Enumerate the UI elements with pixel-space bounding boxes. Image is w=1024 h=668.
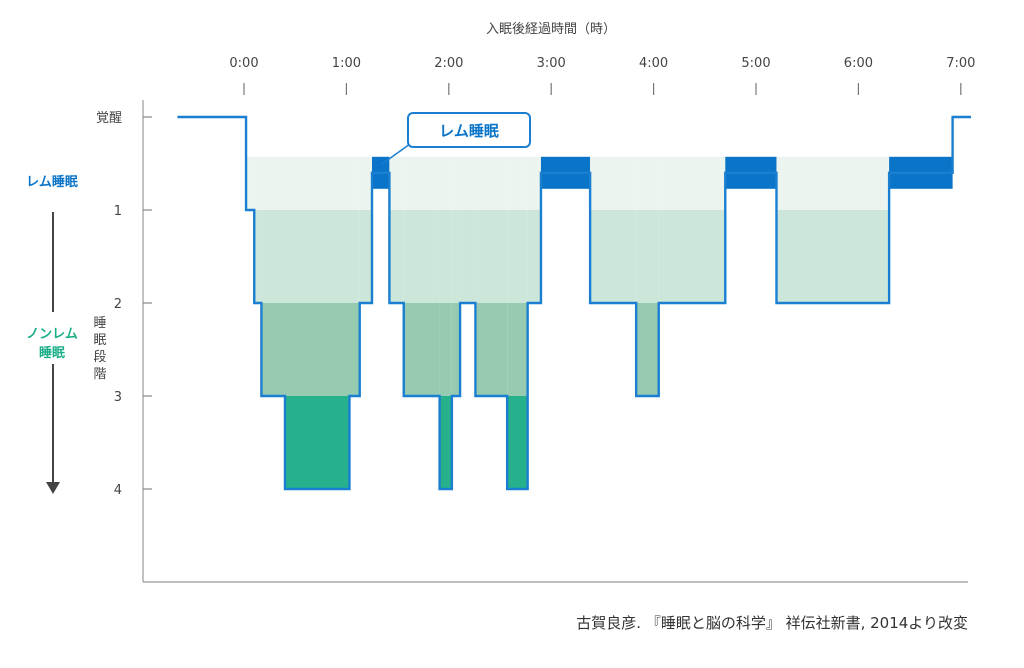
stage-1-band — [246, 156, 255, 210]
stage-1-band — [451, 156, 461, 210]
stage-3-band — [403, 303, 440, 396]
stage-3-band — [475, 303, 508, 396]
stage-1-band — [590, 156, 637, 210]
stage-2-band — [460, 210, 476, 303]
y-axis-title-char: 眠 — [93, 333, 106, 348]
stage-1-band — [527, 156, 541, 210]
x-tick-label: 0:00 — [229, 56, 258, 71]
y-ticks: 覚醒 1 2 3 4 — [96, 111, 152, 498]
stage-3-band — [451, 303, 461, 396]
stage-2-band — [254, 210, 262, 303]
stage-4-band — [284, 396, 350, 489]
y-tick-label: 覚醒 — [96, 111, 122, 126]
stage-1-band — [776, 156, 890, 210]
stage-1-band — [636, 156, 659, 210]
x-ticks: 0:00 1:00 2:00 3:00 4:00 5:00 6:00 7:00 — [229, 56, 975, 95]
stage-1-band — [658, 156, 726, 210]
y-axis-title-char: 階 — [93, 367, 106, 382]
side-label-rem: レム睡眠 — [26, 174, 78, 190]
stage-1-band — [359, 156, 372, 210]
stage-1-band — [403, 156, 440, 210]
x-tick-label: 7:00 — [946, 56, 975, 71]
stage-3-band — [507, 303, 528, 396]
stage-2-band — [451, 210, 461, 303]
callout-box — [407, 112, 531, 148]
stage-3-band — [439, 303, 452, 396]
stage-1-band — [254, 156, 262, 210]
stage-2-band — [475, 210, 508, 303]
y-axis-title-char: 睡 — [93, 316, 106, 331]
y-tick-label: 2 — [114, 297, 122, 312]
stage-bands — [246, 156, 953, 489]
y-axis-title-char: 段 — [93, 350, 106, 365]
y-tick-label: 1 — [114, 204, 122, 219]
y-tick-label: 3 — [114, 390, 122, 405]
stage-4-band — [507, 396, 528, 489]
stage-1-band — [439, 156, 452, 210]
stage-4-band — [439, 396, 452, 489]
axes — [142, 100, 968, 583]
stage-1-band — [389, 156, 404, 210]
stage-2-band — [590, 210, 637, 303]
rem-callout: レム睡眠 — [381, 112, 531, 165]
hypnogram-line — [177, 115, 972, 491]
side-label-nrem-line2: 睡眠 — [39, 345, 65, 361]
stage-2-band — [349, 210, 360, 303]
x-tick-label: 5:00 — [741, 56, 770, 71]
stage-3-band — [261, 303, 285, 396]
stage-1-band — [284, 156, 350, 210]
stage-2-band — [261, 210, 285, 303]
stage-1-band — [349, 156, 360, 210]
x-tick-label: 1:00 — [332, 56, 361, 71]
x-tick-label: 6:00 — [844, 56, 873, 71]
stage-3-band — [636, 303, 659, 396]
stage-3-band — [349, 303, 360, 396]
x-tick-label: 2:00 — [434, 56, 463, 71]
x-tick-label: 4:00 — [639, 56, 668, 71]
stage-1-band — [507, 156, 528, 210]
stage-2-band — [636, 210, 659, 303]
depth-arrow — [46, 212, 60, 494]
y-axis-title: 睡眠段階 — [93, 316, 106, 382]
stage-2-band — [527, 210, 541, 303]
stage-2-band — [284, 210, 350, 303]
stage-1-band — [475, 156, 508, 210]
stage-1-band — [261, 156, 285, 210]
stage-1-band — [460, 156, 476, 210]
stage-2-band — [359, 210, 372, 303]
y-tick-label: 4 — [114, 483, 122, 498]
source-citation: 古賀良彦. 『睡眠と脳の科学』 祥伝社新書, 2014より改変 — [576, 614, 968, 632]
callout-label: レム睡眠 — [439, 122, 499, 140]
x-axis-title: 入眠後経過時間（時） — [486, 22, 616, 37]
stage-2-band — [403, 210, 440, 303]
stage-2-band — [389, 210, 404, 303]
stage-2-band — [507, 210, 528, 303]
side-label-nrem-line1: ノンレム — [26, 327, 78, 342]
stage-2-band — [439, 210, 452, 303]
stage-2-band — [776, 210, 890, 303]
stage-2-band — [658, 210, 726, 303]
callout-leader — [381, 143, 411, 165]
x-tick-label: 3:00 — [537, 56, 566, 71]
stage-3-band — [284, 303, 350, 396]
